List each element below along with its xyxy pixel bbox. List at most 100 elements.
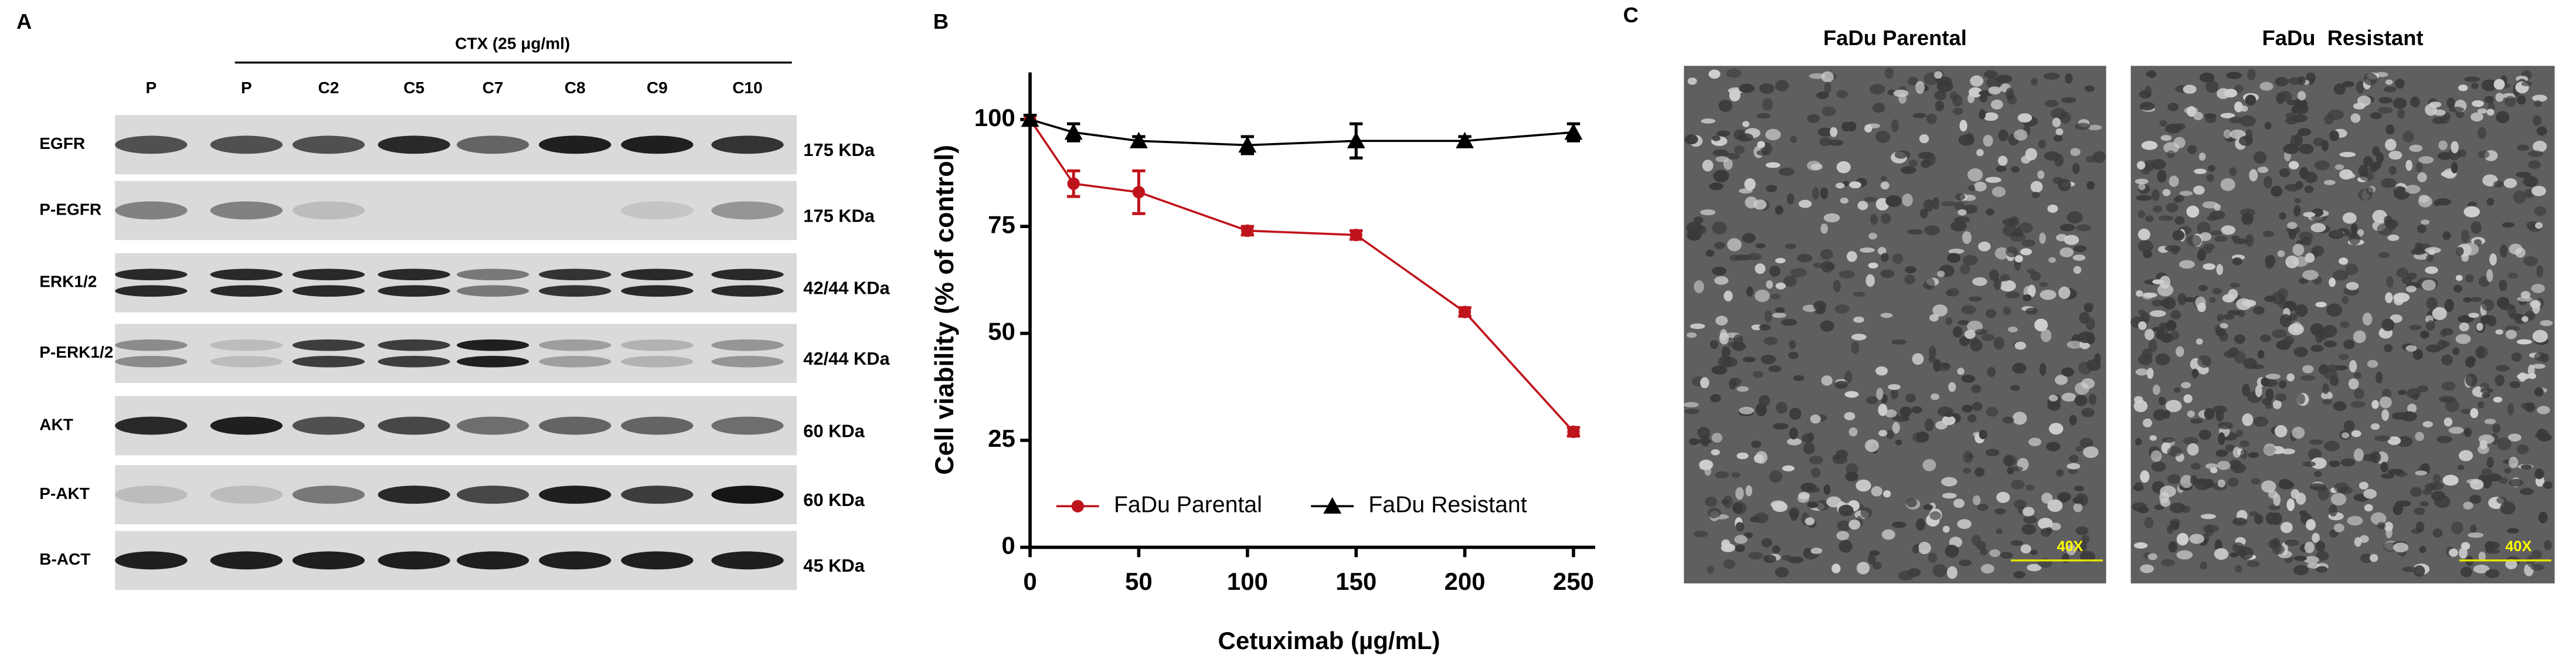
cell — [1954, 216, 1970, 223]
data-point — [1347, 131, 1365, 148]
size-label: 42/44 KDa — [803, 278, 890, 298]
blot-band — [711, 416, 784, 435]
cell — [2323, 179, 2336, 185]
cell — [1812, 186, 1819, 200]
cell — [1928, 345, 1936, 359]
x-tick-label: 150 — [1335, 568, 1377, 595]
cell — [2489, 253, 2497, 266]
cell — [2458, 150, 2467, 158]
blot-band — [457, 285, 529, 297]
cell — [2159, 276, 2171, 289]
cell — [2534, 206, 2547, 216]
cell — [1947, 288, 1959, 297]
cell — [1975, 467, 1985, 477]
cell — [1846, 463, 1858, 476]
cell — [1865, 439, 1880, 452]
cell — [2339, 257, 2349, 265]
cell — [2295, 304, 2308, 317]
y-axis-label: Cell viability (% of control) — [929, 145, 959, 475]
cell — [1688, 438, 1699, 446]
cell — [1684, 402, 1699, 407]
cell — [2257, 349, 2265, 359]
cell — [2274, 425, 2288, 437]
cell — [2169, 518, 2181, 527]
cell — [2205, 80, 2219, 93]
cell — [2199, 232, 2212, 242]
cell — [2261, 480, 2276, 493]
cell — [2260, 334, 2271, 342]
cell — [1752, 371, 1764, 378]
cell — [1922, 459, 1936, 471]
cell — [1690, 323, 1705, 330]
cell — [2183, 394, 2193, 403]
cell — [2414, 507, 2425, 515]
cell — [1942, 415, 1956, 426]
cell — [2184, 297, 2196, 303]
cell — [1723, 495, 1733, 508]
cell — [2380, 461, 2388, 473]
cell — [1734, 535, 1748, 544]
cell — [1709, 182, 1724, 191]
size-label: 45 KDa — [803, 555, 865, 576]
cell — [2470, 479, 2484, 490]
cell — [1789, 407, 1802, 420]
cell — [2350, 223, 2358, 235]
cell — [2083, 446, 2099, 459]
cell — [2187, 145, 2197, 154]
cell — [1742, 356, 1756, 362]
cell — [2507, 403, 2514, 416]
blot-band — [378, 339, 450, 351]
cell — [1772, 423, 1789, 430]
data-point — [1130, 131, 1148, 148]
cell — [2010, 466, 2023, 471]
cell — [1761, 538, 1772, 548]
cell — [1851, 341, 1860, 354]
cell — [2193, 185, 2205, 195]
cell — [1823, 484, 1831, 495]
cell — [2530, 300, 2541, 308]
cell — [1700, 377, 1710, 389]
cell — [1958, 209, 1967, 216]
lane-label: P — [241, 79, 252, 97]
cell — [1973, 181, 1987, 192]
cell — [2464, 76, 2480, 82]
cell — [2351, 430, 2361, 437]
blot-band — [378, 269, 450, 281]
cell — [2299, 144, 2314, 155]
cell — [2354, 536, 2362, 547]
cell — [2439, 116, 2450, 124]
cell — [2506, 528, 2519, 534]
blot-band — [210, 269, 283, 281]
cell — [2381, 409, 2390, 421]
cell — [2419, 501, 2429, 507]
cell — [2485, 569, 2500, 578]
cell — [2169, 502, 2186, 514]
cell — [2486, 457, 2494, 468]
cell — [2141, 141, 2158, 150]
cell — [1848, 181, 1861, 189]
cell — [2081, 407, 2095, 417]
blot-strip — [115, 181, 797, 240]
cell — [1769, 266, 1780, 277]
cell — [2072, 163, 2080, 174]
cell — [2362, 313, 2373, 326]
cell — [2482, 299, 2495, 311]
cell — [2227, 310, 2241, 315]
cell — [2322, 383, 2329, 395]
image-title: FaDu Parental — [1823, 26, 1967, 50]
cell — [2459, 450, 2473, 461]
cell — [2030, 271, 2041, 281]
cell — [2518, 372, 2527, 382]
blot-band — [457, 269, 529, 281]
cell — [2239, 440, 2250, 447]
cell — [2500, 304, 2516, 311]
cell — [1857, 562, 1870, 575]
magnification: 40X — [2057, 538, 2083, 555]
cell — [2137, 210, 2145, 219]
cell — [2146, 368, 2154, 379]
cell — [1729, 89, 1741, 101]
cell — [2329, 130, 2340, 141]
blot-band — [539, 339, 611, 351]
cell — [2275, 77, 2289, 87]
cell — [2162, 189, 2171, 196]
